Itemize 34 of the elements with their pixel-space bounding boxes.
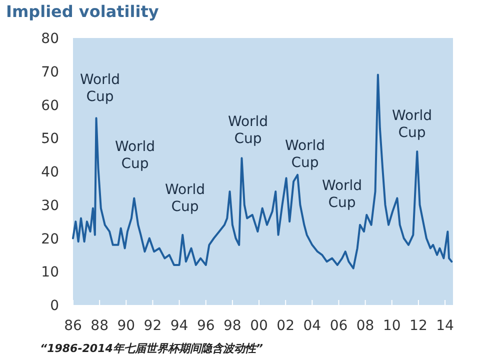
y-tick-label: 50 <box>41 131 59 148</box>
line-series <box>72 74 453 270</box>
x-tick-label: 10 <box>382 318 401 334</box>
x-tick-label: 02 <box>276 318 294 334</box>
y-tick-label: 30 <box>41 198 59 214</box>
annotation: World Cup <box>114 139 156 172</box>
x-tick-label: 90 <box>117 318 136 334</box>
annotation: World Cup <box>392 108 432 141</box>
x-tick-label: 08 <box>356 318 374 334</box>
x-tick-label: 04 <box>303 318 322 334</box>
x-tick-label: 14 <box>436 318 454 334</box>
annotation: World Cup <box>284 138 326 171</box>
y-tick-label: 40 <box>41 164 59 180</box>
x-tick-label: 92 <box>144 318 162 334</box>
y-tick-label: 80 <box>41 31 59 47</box>
y-tick-label: 10 <box>41 264 59 281</box>
x-tick-label: 98 <box>224 318 242 334</box>
y-tick-label: 20 <box>41 231 59 248</box>
x-tick-label: 12 <box>410 318 428 334</box>
x-tick-label: 86 <box>64 318 82 334</box>
x-tick-label: 94 <box>170 318 188 334</box>
x-tick-label: 00 <box>250 318 268 334</box>
y-tick-label: 0 <box>50 298 59 314</box>
x-tick-label: 96 <box>196 318 215 334</box>
annotation: World Cup <box>164 182 206 215</box>
y-tick-label: 60 <box>41 98 59 114</box>
x-tick-label: 06 <box>330 318 348 334</box>
chart-title: Implied volatility <box>6 2 160 21</box>
text: “1986-2014年七届世界杯期间隐含波动性” <box>40 342 263 355</box>
y-tick-label: 70 <box>41 64 59 80</box>
x-tick-label: 88 <box>90 318 108 334</box>
annotation: World Cup <box>80 72 120 105</box>
annotation: World Cup <box>228 114 268 147</box>
annotation: World Cup <box>322 178 362 211</box>
